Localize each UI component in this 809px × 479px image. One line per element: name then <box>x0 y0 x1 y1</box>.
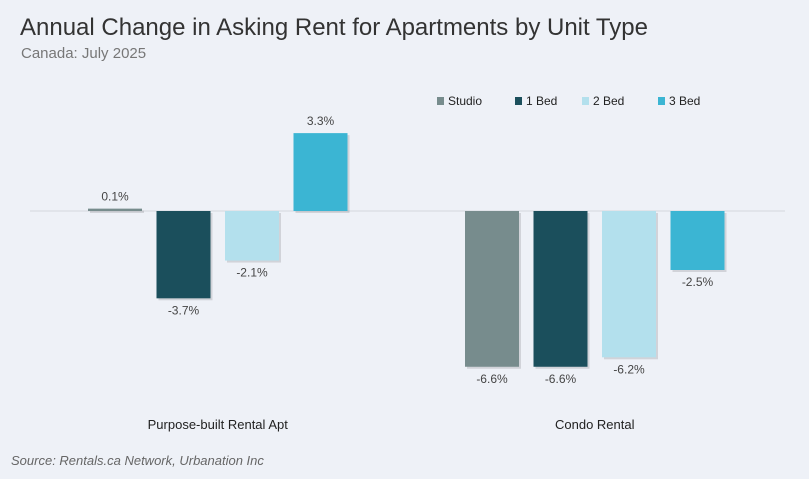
data-label: -6.2% <box>613 362 645 376</box>
legend-label: 2 Bed <box>593 94 624 108</box>
chart-title: Annual Change in Asking Rent for Apartme… <box>20 14 648 41</box>
data-label: 3.3% <box>307 114 335 128</box>
bar <box>293 133 348 211</box>
bar <box>670 211 725 270</box>
category-label: Purpose-built Rental Apt <box>148 417 289 432</box>
bar <box>225 211 279 261</box>
data-label: 0.1% <box>101 190 129 204</box>
data-label: -2.1% <box>236 266 268 280</box>
legend-swatch <box>582 97 589 105</box>
bar <box>156 211 211 299</box>
legend-label: 1 Bed <box>526 94 557 108</box>
category-label: Condo Rental <box>555 417 635 432</box>
legend-label: Studio <box>448 94 482 108</box>
data-label: -2.5% <box>682 275 714 289</box>
bar <box>88 208 142 211</box>
bar <box>533 211 588 367</box>
legend-label: 3 Bed <box>669 94 700 108</box>
chart-subtitle: Canada: July 2025 <box>21 45 147 62</box>
source-note: Source: Rentals.ca Network, Urbanation I… <box>11 453 264 468</box>
legend-swatch <box>437 97 444 105</box>
legend-swatch <box>658 97 665 105</box>
data-label: -3.7% <box>168 303 200 317</box>
data-label: -6.6% <box>476 372 508 386</box>
bar-shadow <box>90 210 144 213</box>
bar <box>602 211 656 358</box>
legend-swatch <box>515 97 522 105</box>
data-label: -6.6% <box>545 372 577 386</box>
bar <box>465 211 519 367</box>
